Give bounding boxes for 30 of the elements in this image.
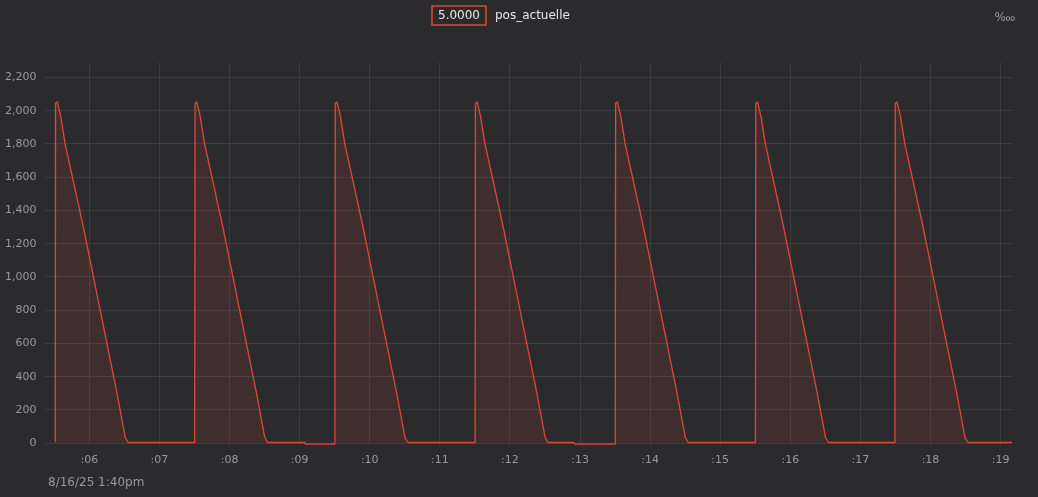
- text: 8/16/25 1:40pm: [48, 475, 145, 489]
- text: 5.0000: [438, 8, 480, 22]
- y-tick-label: 0: [29, 436, 37, 450]
- x-tick-label: :09: [290, 452, 309, 466]
- y-tick-label: 400: [15, 369, 37, 383]
- y-tick-label: 2,200: [5, 70, 37, 84]
- x-tick-label: :10: [360, 452, 379, 466]
- y-tick-label: 200: [15, 402, 37, 416]
- y-tick-label: 1,400: [5, 203, 37, 217]
- x-tick-label: :08: [220, 452, 239, 466]
- x-tick-label: :13: [571, 452, 589, 466]
- x-tick-label: :06: [80, 452, 99, 466]
- y-tick-label: 1,800: [5, 136, 37, 150]
- y-tick-label: 1,200: [5, 236, 37, 250]
- x-tick-label: :12: [501, 452, 519, 466]
- text: ‱: [994, 10, 1016, 24]
- x-tick-label: :14: [641, 452, 659, 466]
- x-tick-label: :17: [851, 452, 870, 466]
- x-tick-label: :19: [991, 452, 1010, 466]
- y-tick-label: 1,000: [5, 269, 37, 283]
- x-tick-label: :15: [711, 452, 730, 466]
- y-tick-label: 800: [15, 303, 37, 317]
- legend-label: pos_actuelle: [495, 8, 570, 22]
- x-tick-label: :11: [430, 452, 449, 466]
- x-tick-label: :07: [150, 452, 169, 466]
- x-tick-label: :16: [781, 452, 800, 466]
- y-tick-label: 1,600: [5, 170, 37, 184]
- y-tick-label: 2,000: [5, 103, 37, 117]
- y-tick-label: 600: [15, 336, 37, 350]
- x-tick-label: :18: [921, 452, 940, 466]
